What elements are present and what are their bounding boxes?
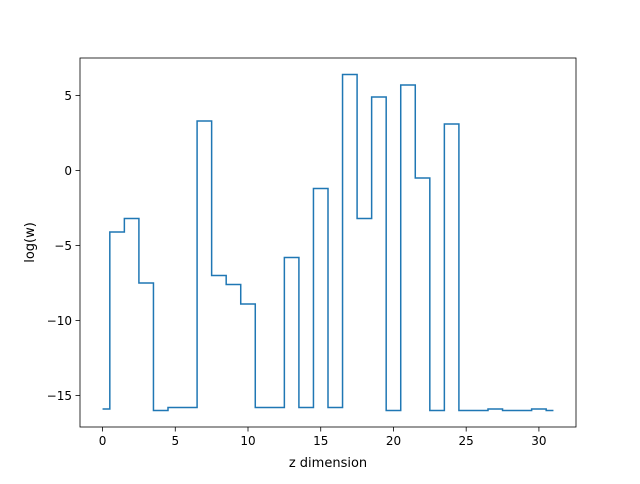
y-tick-label: 5 xyxy=(64,89,72,103)
y-tick-label: −15 xyxy=(47,389,72,403)
x-tick-label: 20 xyxy=(386,434,401,448)
x-tick-label: 30 xyxy=(531,434,546,448)
x-axis-label: z dimension xyxy=(289,456,367,471)
x-tick-label: 10 xyxy=(240,434,255,448)
y-tick-label: 0 xyxy=(64,164,72,178)
y-axis-label: log(w) xyxy=(23,222,38,263)
x-ticks: 0 5 10 15 20 25 30 xyxy=(99,427,547,448)
series-layer xyxy=(102,73,554,412)
axes-frame xyxy=(79,57,577,428)
y-ticks: −15 −10 −5 0 5 xyxy=(47,89,80,403)
x-tick-label: 25 xyxy=(459,434,474,448)
y-tick-label: −5 xyxy=(54,239,72,253)
x-tick-label: 15 xyxy=(313,434,328,448)
series-step-line-0 xyxy=(102,73,554,412)
x-tick-label: 5 xyxy=(171,434,179,448)
y-tick-label: −10 xyxy=(47,314,72,328)
x-tick-label: 0 xyxy=(99,434,107,448)
